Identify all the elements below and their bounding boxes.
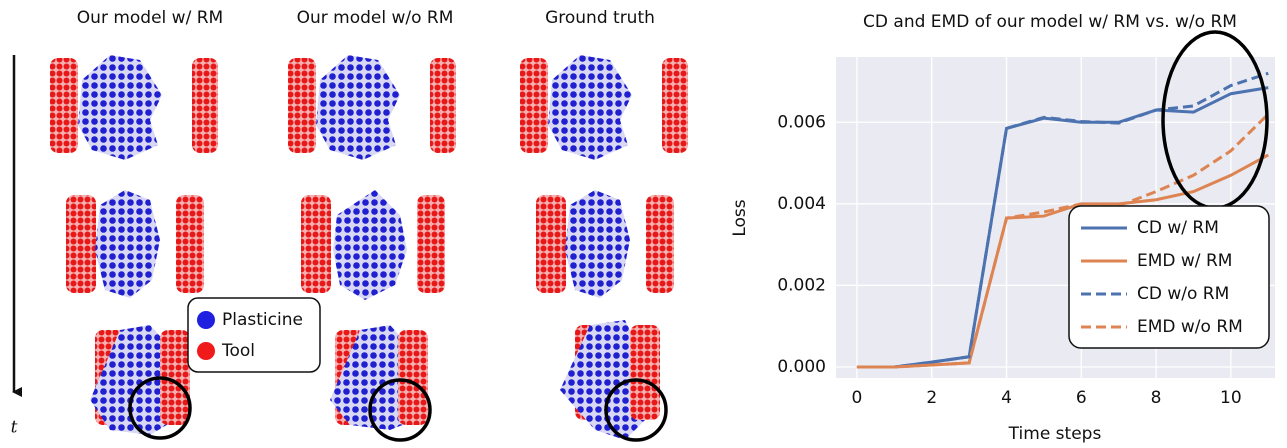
legend-box — [1068, 205, 1270, 349]
legend-label: EMD w/o RM — [1137, 317, 1243, 337]
line — [856, 113, 1270, 369]
point-legend: Plasticine Tool — [187, 297, 321, 373]
legend-label: CD w/ RM — [1137, 218, 1219, 238]
x-axis-label: Time steps — [1008, 424, 1102, 444]
scene — [90, 325, 192, 440]
x-tick-label: 8 — [1151, 388, 1162, 408]
x-tick-label: 10 — [1220, 388, 1242, 408]
column-title: Ground truth — [545, 8, 655, 28]
scene — [536, 190, 674, 298]
line — [856, 71, 1269, 369]
legend-label: Plasticine — [222, 310, 303, 330]
time-label: t — [11, 418, 18, 438]
scene — [50, 55, 218, 160]
y-tick-label: 0.000 — [777, 357, 826, 377]
legend-label: CD w/o RM — [1137, 284, 1229, 304]
scene — [288, 55, 456, 160]
legend-label: EMD w/ RM — [1137, 251, 1232, 271]
x-tick-label: 2 — [926, 388, 937, 408]
legend-box — [187, 297, 321, 373]
scene — [301, 190, 445, 300]
x-tick-label: 0 — [852, 388, 863, 408]
y-axis-label: Loss — [730, 199, 750, 236]
x-tick-label: 4 — [1001, 388, 1012, 408]
y-tick-label: 0.004 — [777, 194, 826, 214]
scene — [560, 320, 668, 442]
legend-swatch — [197, 342, 215, 360]
scene — [520, 55, 688, 160]
column-title: Our model w/ RM — [77, 8, 223, 28]
scene — [330, 325, 432, 442]
y-tick-label: 0.006 — [777, 112, 826, 132]
column-title: Our model w/o RM — [297, 8, 454, 28]
chart-title: CD and EMD of our model w/ RM vs. w/o RM — [863, 12, 1237, 32]
legend-label: Tool — [221, 341, 255, 361]
x-tick-label: 6 — [1076, 388, 1087, 408]
plot: 0.000 0.002 0.004 0.006 0 2 4 6 8 10 CD w/ RM EMD w… — [777, 30, 1275, 408]
point-clouds — [50, 55, 688, 442]
legend-swatch — [197, 311, 215, 329]
y-tick-label: 0.002 — [777, 275, 826, 295]
scene — [66, 190, 204, 298]
